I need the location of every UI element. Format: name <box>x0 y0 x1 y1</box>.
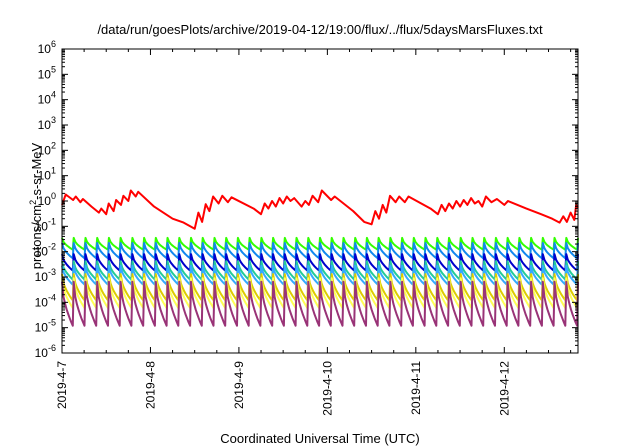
x-tick-label: 2019-4-9 <box>232 361 246 409</box>
x-tick-label: 2019-4-10 <box>320 361 334 416</box>
y-tick-label: 102 <box>38 140 56 157</box>
y-tick-label: 10-3 <box>35 267 56 284</box>
y-tick-label: 10-2 <box>35 242 56 259</box>
series-line-3 <box>61 242 579 260</box>
series-line-4 <box>61 253 579 272</box>
series-line-5 <box>61 260 579 281</box>
y-tick-label: 106 <box>38 39 56 56</box>
x-tick-label: 2019-4-11 <box>409 361 423 415</box>
series-line-9 <box>61 280 579 327</box>
series-line-2 <box>61 236 579 251</box>
x-tick-label: 2019-4-8 <box>143 361 157 409</box>
chart-title: /data/run/goesPlots/archive/2019-04-12/1… <box>97 22 543 37</box>
series-line-6 <box>61 264 579 286</box>
y-tick-label: 101 <box>38 166 56 183</box>
y-tick-label: 100 <box>38 191 56 208</box>
series-line-7 <box>61 273 579 302</box>
y-tick-label: 103 <box>38 115 56 132</box>
y-tick-label: 10-5 <box>35 318 56 335</box>
y-tick-label: 10-6 <box>35 343 56 360</box>
y-tick-label: 10-4 <box>35 292 56 309</box>
y-tick-label: 105 <box>38 64 56 81</box>
x-tick-label: 2019-4-12 <box>497 361 511 416</box>
y-tick-label: 10-1 <box>35 216 56 233</box>
series-line-1 <box>61 189 579 230</box>
y-tick-label: 104 <box>38 90 56 107</box>
x-tick-label: 2019-4-7 <box>55 361 69 409</box>
x-axis-label: Coordinated Universal Time (UTC) <box>220 431 420 446</box>
series-line-8 <box>61 277 579 309</box>
